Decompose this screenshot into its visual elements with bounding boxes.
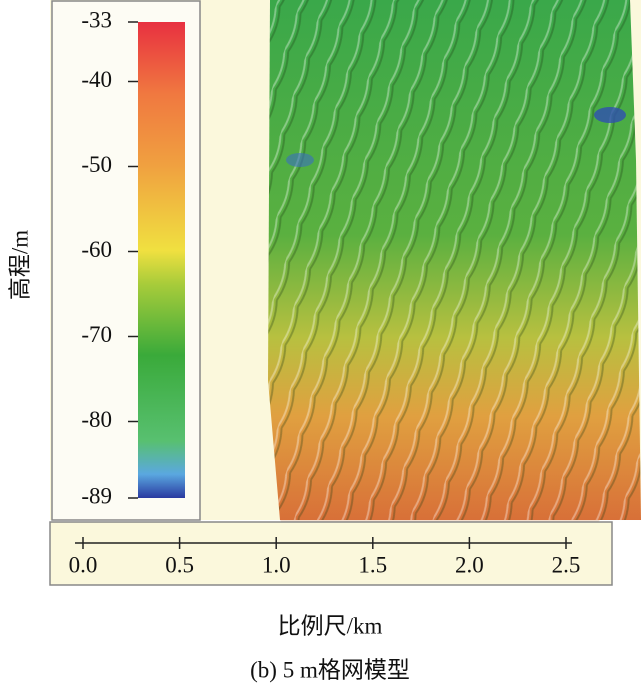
scale-tick-label: 0.5 xyxy=(165,552,194,577)
colorbar-tick-label: -33 xyxy=(81,7,112,32)
caption: (b) 5 m格网模型 xyxy=(250,657,410,682)
colorbar-tick-label: -89 xyxy=(81,483,112,508)
terrain xyxy=(268,0,641,560)
colorbar-tick-label: -80 xyxy=(81,407,112,432)
colorbar-tick-label: -40 xyxy=(81,67,112,92)
colorbar-tick-label: -50 xyxy=(81,152,112,177)
colorbar-tick-label: -60 xyxy=(81,237,112,262)
scale-tick-label: 1.5 xyxy=(358,552,387,577)
scale-bar-label: 比例尺/km xyxy=(278,613,383,638)
colorbar xyxy=(138,22,185,498)
scale-tick-label: 2.5 xyxy=(552,552,581,577)
scale-tick-label: 2.0 xyxy=(455,552,484,577)
colorbar-label: 高程/m xyxy=(7,230,32,300)
scale-tick-label: 1.0 xyxy=(262,552,291,577)
scale-tick-label: 0.0 xyxy=(69,552,98,577)
scale-bar-box xyxy=(49,521,613,586)
colorbar-tick-label: -70 xyxy=(81,322,112,347)
